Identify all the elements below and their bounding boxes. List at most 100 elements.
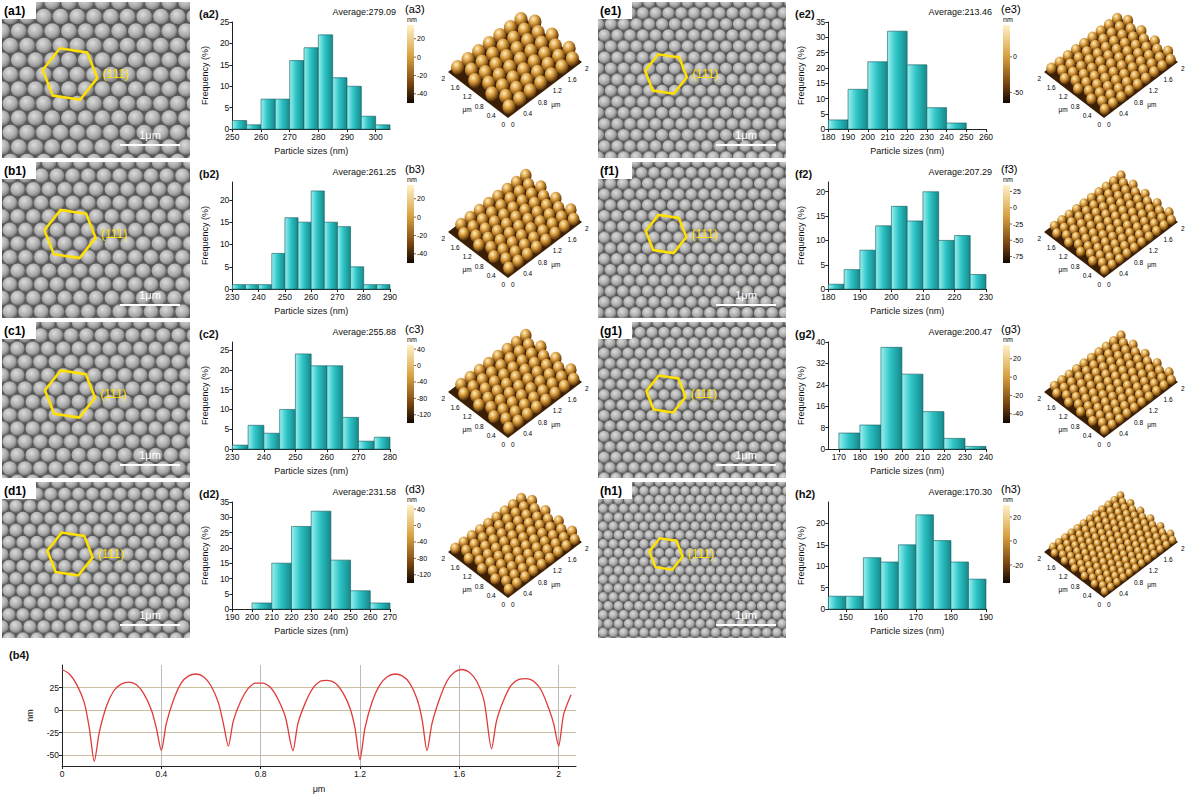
svg-text:nm: nm (407, 496, 417, 503)
svg-text:μm: μm (1147, 261, 1156, 269)
svg-text:1.2: 1.2 (553, 407, 562, 414)
svg-text:(111): (111) (98, 547, 124, 561)
svg-text:10: 10 (816, 561, 826, 571)
svg-text:5: 5 (225, 424, 230, 434)
svg-text:15: 15 (220, 385, 230, 395)
svg-text:240: 240 (979, 452, 993, 462)
svg-text:220: 220 (284, 612, 298, 622)
svg-text:20: 20 (220, 195, 230, 205)
svg-text:5: 5 (225, 103, 230, 113)
svg-text:15: 15 (220, 217, 230, 227)
svg-text:300: 300 (369, 132, 383, 142)
svg-text:180: 180 (944, 612, 958, 622)
svg-text:1μm: 1μm (735, 129, 757, 141)
svg-text:nm: nm (407, 16, 417, 23)
svg-text:Particle sizes (nm): Particle sizes (nm) (870, 626, 944, 636)
svg-text:0.4: 0.4 (1119, 110, 1128, 117)
svg-text:(h3): (h3) (1001, 483, 1021, 495)
svg-text:240: 240 (324, 612, 338, 622)
svg-text:10: 10 (220, 239, 230, 249)
svg-text:20: 20 (816, 187, 826, 197)
svg-text:nm: nm (25, 709, 35, 722)
svg-text:Frequency (%): Frequency (%) (796, 366, 806, 425)
svg-text:1μm: 1μm (139, 609, 161, 621)
svg-text:180: 180 (821, 132, 835, 142)
svg-text:(b1): (b1) (4, 164, 26, 178)
svg-text:0: 0 (821, 444, 826, 454)
svg-text:(d2): (d2) (199, 488, 220, 500)
svg-text:-20: -20 (417, 232, 427, 239)
svg-text:35: 35 (220, 497, 230, 507)
svg-text:2: 2 (1181, 225, 1185, 232)
svg-text:(b4): (b4) (9, 649, 30, 661)
svg-text:2: 2 (441, 395, 445, 402)
svg-text:1μm: 1μm (139, 449, 161, 461)
svg-text:(f1): (f1) (600, 164, 619, 178)
svg-text:-40: -40 (417, 250, 427, 257)
svg-text:270: 270 (383, 612, 397, 622)
svg-text:Frequency (%): Frequency (%) (796, 206, 806, 265)
svg-text:2: 2 (585, 545, 589, 552)
svg-text:0: 0 (1013, 538, 1017, 545)
svg-text:1.6: 1.6 (1047, 404, 1056, 411)
svg-text:(e1): (e1) (600, 4, 621, 18)
svg-text:0: 0 (501, 281, 505, 288)
svg-text:-25: -25 (1013, 221, 1023, 228)
svg-text:250: 250 (225, 132, 239, 142)
svg-text:10: 10 (220, 404, 230, 414)
svg-text:0.8: 0.8 (538, 99, 547, 106)
svg-text:290: 290 (383, 292, 397, 302)
svg-text:0: 0 (1097, 281, 1101, 288)
svg-text:10: 10 (816, 94, 826, 104)
svg-text:25: 25 (220, 17, 230, 27)
svg-text:20: 20 (417, 195, 425, 202)
svg-text:2: 2 (1037, 235, 1041, 242)
svg-text:Particle sizes (nm): Particle sizes (nm) (870, 306, 944, 316)
svg-text:15: 15 (816, 540, 826, 550)
svg-text:0.8: 0.8 (1071, 263, 1080, 270)
svg-text:(g2): (g2) (795, 328, 816, 340)
svg-text:20: 20 (1013, 514, 1021, 521)
svg-text:260: 260 (979, 132, 993, 142)
svg-text:1.2: 1.2 (1059, 573, 1068, 580)
svg-text:0.4: 0.4 (1083, 592, 1092, 599)
svg-text:0: 0 (1097, 441, 1101, 448)
svg-text:(e2): (e2) (795, 8, 815, 20)
svg-text:μm: μm (463, 586, 472, 594)
svg-text:220: 220 (947, 292, 961, 302)
svg-text:1.6: 1.6 (451, 564, 460, 571)
svg-text:20: 20 (417, 35, 425, 42)
svg-text:20: 20 (1013, 355, 1021, 362)
svg-text:1.2: 1.2 (553, 247, 562, 254)
svg-text:0.8: 0.8 (538, 419, 547, 426)
svg-text:-40: -40 (417, 90, 427, 97)
svg-text:μm: μm (1147, 581, 1156, 589)
svg-text:0: 0 (1013, 204, 1017, 211)
svg-text:10: 10 (220, 81, 230, 91)
svg-text:0.8: 0.8 (475, 263, 484, 270)
svg-text:0: 0 (821, 604, 826, 614)
svg-text:0.8: 0.8 (255, 769, 267, 779)
svg-text:μm: μm (551, 581, 560, 589)
svg-text:0.8: 0.8 (1071, 103, 1080, 110)
svg-text:0: 0 (1013, 53, 1017, 60)
svg-text:1.6: 1.6 (451, 84, 460, 91)
svg-text:(111): (111) (692, 227, 718, 241)
svg-text:0.4: 0.4 (487, 112, 496, 119)
svg-text:1.2: 1.2 (354, 769, 366, 779)
svg-text:2: 2 (441, 75, 445, 82)
svg-text:200: 200 (884, 292, 898, 302)
svg-text:0: 0 (417, 214, 421, 221)
svg-text:1.2: 1.2 (1059, 253, 1068, 260)
svg-text:1μm: 1μm (735, 609, 757, 621)
svg-text:240: 240 (939, 132, 953, 142)
svg-text:24: 24 (816, 380, 826, 390)
svg-text:(111): (111) (688, 547, 714, 561)
svg-text:nm: nm (1003, 336, 1013, 343)
svg-text:-40: -40 (417, 538, 427, 545)
svg-text:0: 0 (1107, 601, 1111, 608)
svg-text:(e3): (e3) (1001, 3, 1021, 15)
svg-text:1.2: 1.2 (1059, 413, 1068, 420)
svg-text:nm: nm (407, 176, 417, 183)
svg-text:0: 0 (501, 601, 505, 608)
